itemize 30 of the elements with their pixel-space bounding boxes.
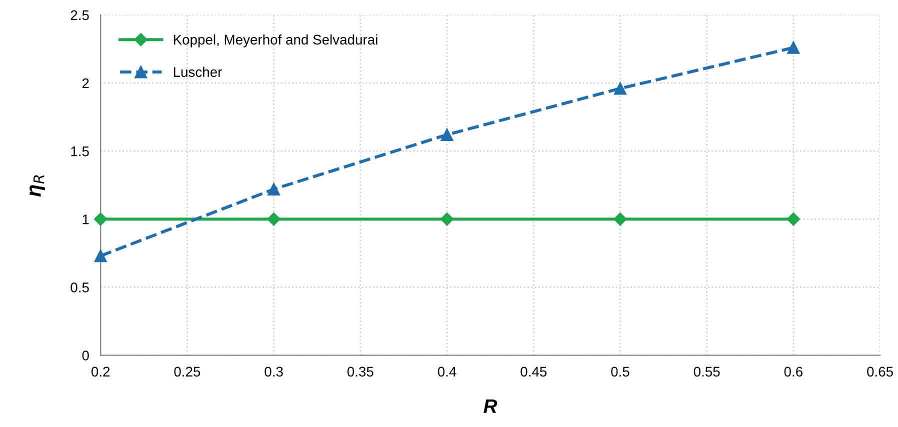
point	[787, 41, 800, 54]
x-tick-label: 0.3	[264, 366, 283, 377]
point	[267, 212, 280, 226]
legend-label: Luscher	[174, 66, 222, 77]
x-axis-title: R	[484, 399, 498, 413]
x-tick-label: 0.2	[91, 366, 110, 377]
point	[614, 212, 627, 226]
point	[268, 182, 280, 196]
point	[94, 250, 107, 262]
y-tick-label: 0.5	[70, 282, 89, 292]
y-tick-label: 2.5	[70, 10, 89, 20]
point	[440, 212, 454, 226]
x-tick-label: 0.25	[174, 366, 200, 377]
y-tick-label: 0	[82, 350, 89, 360]
y-tick-label: 1	[82, 214, 89, 224]
y-tick-label: 2	[82, 78, 89, 88]
legend-label: Koppel, Meyerhof and Selvadurai	[174, 34, 378, 48]
point	[94, 212, 108, 226]
point	[786, 212, 800, 226]
x-tick-label: 0.65	[867, 366, 893, 377]
point	[614, 82, 626, 95]
x-tick-label: 0.55	[694, 366, 720, 377]
y-tick-label: 1.5	[71, 146, 89, 156]
x-tick-label: 0.5	[611, 366, 630, 377]
x-tick-label: 0.6	[784, 366, 802, 377]
x-tick-label: 0.45	[520, 366, 547, 377]
x-tick-label: 0.4	[438, 366, 456, 377]
y-axis-title: η$_{R}$	[30, 175, 46, 197]
x-tick-label: 0.35	[347, 366, 374, 377]
point	[440, 128, 454, 141]
